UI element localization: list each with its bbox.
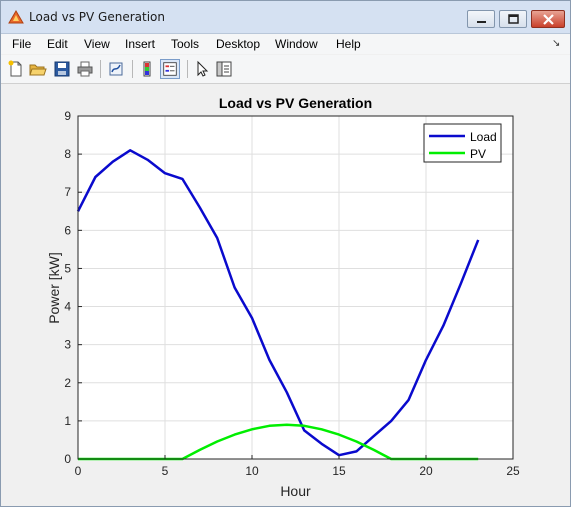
legend-pv-label: PV <box>470 147 486 161</box>
minimize-icon <box>477 21 486 23</box>
window-title: Load vs PV Generation <box>29 10 165 24</box>
minimize-button[interactable] <box>467 10 495 28</box>
y-tick-label: 0 <box>64 452 71 466</box>
maximize-icon <box>508 14 519 24</box>
menu-desktop[interactable]: Desktop <box>216 37 261 51</box>
matlab-icon <box>8 10 24 24</box>
x-tick-label: 15 <box>332 464 346 478</box>
colorbar-icon[interactable] <box>138 60 156 78</box>
y-tick-label: 5 <box>64 261 71 275</box>
x-tick-label: 5 <box>162 464 169 478</box>
property-inspector-icon[interactable] <box>215 60 233 78</box>
axis-ticks: 0 5 10 15 20 25 0 1 2 3 4 5 6 7 8 9 <box>64 109 520 478</box>
menu-tools[interactable]: Tools <box>171 37 200 51</box>
save-icon[interactable] <box>53 60 71 78</box>
legend-load-label: Load <box>470 130 497 144</box>
dock-arrow-icon[interactable]: ↘ <box>552 38 561 49</box>
y-axis-label: Power [kW] <box>46 252 62 324</box>
toolbar <box>1 55 570 84</box>
y-tick-label: 7 <box>64 185 71 199</box>
x-tick-label: 10 <box>245 464 259 478</box>
y-tick-label: 9 <box>64 109 71 123</box>
menu-help[interactable]: Help <box>336 37 361 51</box>
open-folder-icon[interactable] <box>29 60 47 78</box>
new-figure-icon[interactable] <box>7 60 25 78</box>
series-load-line <box>76 149 480 457</box>
y-tick-label: 8 <box>64 147 71 161</box>
toolbar-separator <box>100 60 101 78</box>
chart-title: Load vs PV Generation <box>219 95 372 111</box>
print-icon[interactable] <box>76 60 94 78</box>
menu-bar: File Edit View Insert Tools Desktop Wind… <box>1 34 570 54</box>
close-button[interactable] <box>531 10 565 28</box>
y-tick-label: 3 <box>64 338 71 352</box>
menu-edit[interactable]: Edit <box>47 37 68 51</box>
y-tick-label: 1 <box>64 414 71 428</box>
line-chart[interactable]: 0 5 10 15 20 25 0 1 2 3 4 5 6 7 8 9 Load vs PV Generati… <box>1 84 570 506</box>
x-tick-label: 25 <box>506 464 520 478</box>
legend-box <box>423 123 502 163</box>
y-tick-label: 4 <box>64 300 71 314</box>
y-tick-label: 2 <box>64 376 71 390</box>
axes-background <box>78 116 513 459</box>
link-plot-icon[interactable] <box>107 60 125 78</box>
pointer-icon[interactable] <box>193 60 211 78</box>
menu-view[interactable]: View <box>84 37 110 51</box>
menu-window[interactable]: Window <box>275 37 318 51</box>
figure-canvas: 0 5 10 15 20 25 0 1 2 3 4 5 6 7 8 9 Load vs PV Generati… <box>1 84 570 506</box>
menu-insert[interactable]: Insert <box>125 37 156 51</box>
menu-file[interactable]: File <box>12 37 32 51</box>
x-tick-label: 0 <box>75 464 82 478</box>
close-icon <box>543 14 554 25</box>
toolbar-separator <box>187 60 188 78</box>
x-tick-label: 20 <box>419 464 433 478</box>
axes-box <box>77 115 514 460</box>
toolbar-separator <box>132 60 133 78</box>
maximize-button[interactable] <box>499 10 527 28</box>
y-tick-label: 6 <box>64 223 71 237</box>
legend-icon[interactable] <box>160 59 180 79</box>
x-axis-label: Hour <box>280 483 311 499</box>
legend[interactable]: Load PV <box>423 123 502 163</box>
title-bar[interactable]: Load vs PV Generation <box>1 1 570 34</box>
